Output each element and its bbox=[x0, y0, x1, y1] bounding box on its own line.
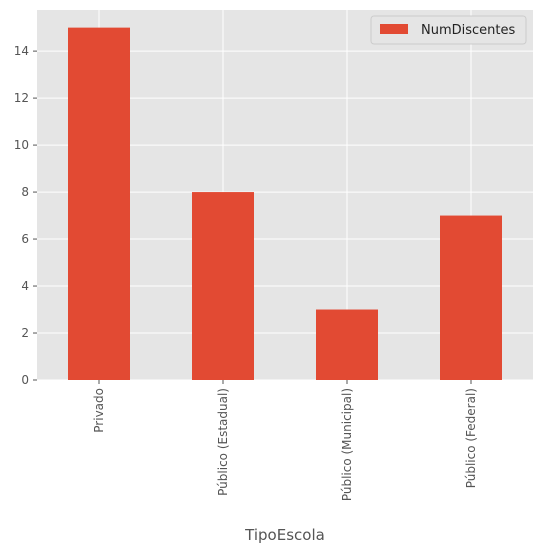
x-axis-ticks: Privado Público (Estadual) Público (Munici… bbox=[92, 380, 478, 501]
y-axis-ticks: 0 2 4 6 8 10 12 14 bbox=[14, 44, 37, 387]
x-axis-title: TipoEscola bbox=[244, 526, 325, 544]
bar-0 bbox=[68, 27, 130, 380]
y-tick-label: 8 bbox=[21, 185, 29, 199]
y-tick-label: 14 bbox=[14, 44, 29, 58]
y-tick-label: 6 bbox=[21, 232, 29, 246]
y-tick-label: 0 bbox=[21, 373, 29, 387]
legend-label: NumDiscentes bbox=[421, 23, 516, 38]
x-tick-label: Público (Federal) bbox=[464, 388, 478, 488]
legend-swatch bbox=[380, 24, 408, 34]
legend-box bbox=[370, 15, 527, 45]
y-tick-label: 12 bbox=[14, 91, 29, 105]
y-tick-label: 10 bbox=[14, 138, 29, 152]
bars bbox=[68, 27, 502, 380]
bar-2 bbox=[316, 309, 378, 380]
bar-1 bbox=[192, 192, 254, 380]
bar-3 bbox=[440, 215, 502, 380]
x-tick-label: Privado bbox=[92, 388, 106, 433]
x-tick-label: Público (Municipal) bbox=[340, 388, 354, 501]
y-tick-label: 2 bbox=[21, 326, 29, 340]
y-tick-label: 4 bbox=[21, 279, 29, 293]
x-tick-label: Público (Estadual) bbox=[216, 388, 230, 496]
legend: NumDiscentes bbox=[370, 15, 527, 45]
